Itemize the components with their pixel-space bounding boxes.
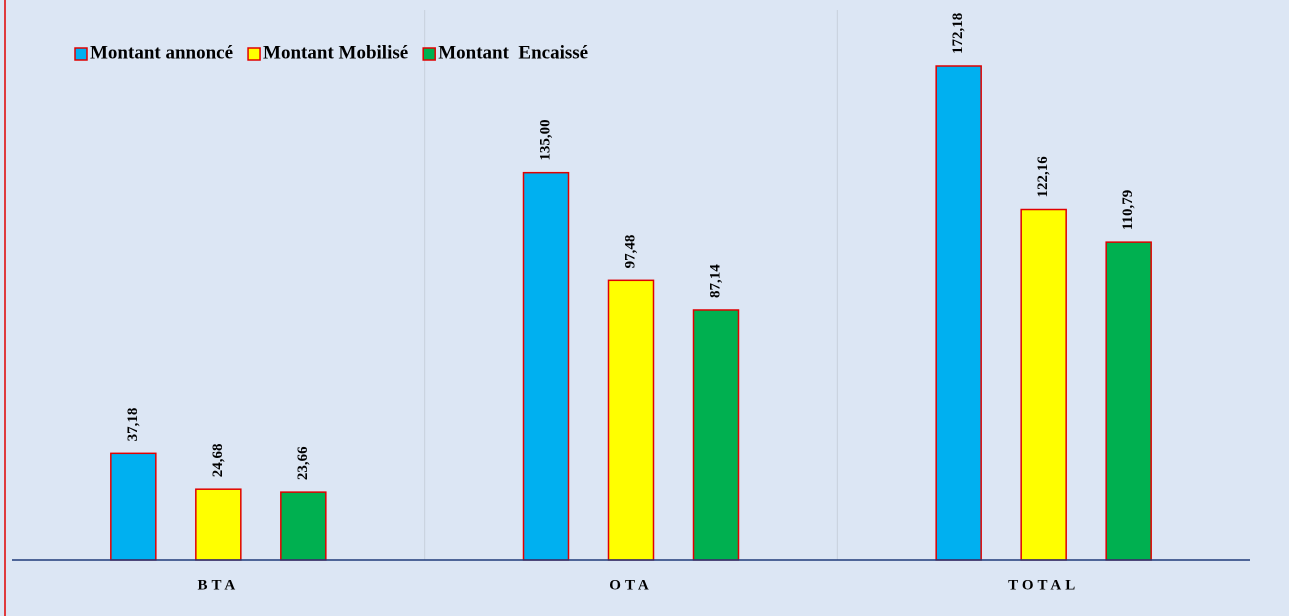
legend-swatch — [247, 47, 261, 61]
legend-swatch — [74, 47, 88, 61]
legend-label: Montant Mobilisé — [263, 42, 408, 63]
data-label: 37,18 — [125, 408, 141, 442]
data-label: 87,14 — [707, 264, 723, 298]
bar — [1020, 208, 1067, 561]
bar — [607, 279, 655, 561]
bar — [280, 491, 327, 561]
data-label: 24,68 — [210, 443, 226, 477]
x-tick-label: BTA — [197, 577, 239, 593]
data-label: 23,66 — [295, 446, 311, 480]
legend-swatch — [422, 47, 436, 61]
bar — [692, 309, 740, 561]
data-label: 122,16 — [1035, 156, 1051, 198]
bar — [195, 488, 242, 561]
bar — [935, 65, 982, 561]
bar — [522, 171, 570, 561]
x-tick-label: TOTAL — [1008, 577, 1079, 593]
data-label: 135,00 — [537, 119, 553, 160]
bar — [110, 452, 157, 561]
data-label: 110,79 — [1120, 190, 1136, 230]
data-label: 97,48 — [622, 235, 638, 269]
data-label: 172,18 — [950, 13, 966, 54]
legend-label: Montant Encaissé — [438, 42, 588, 63]
legend-label: Montant annoncé — [90, 42, 233, 63]
x-tick-label: OTA — [609, 577, 652, 593]
bar — [1105, 241, 1152, 561]
